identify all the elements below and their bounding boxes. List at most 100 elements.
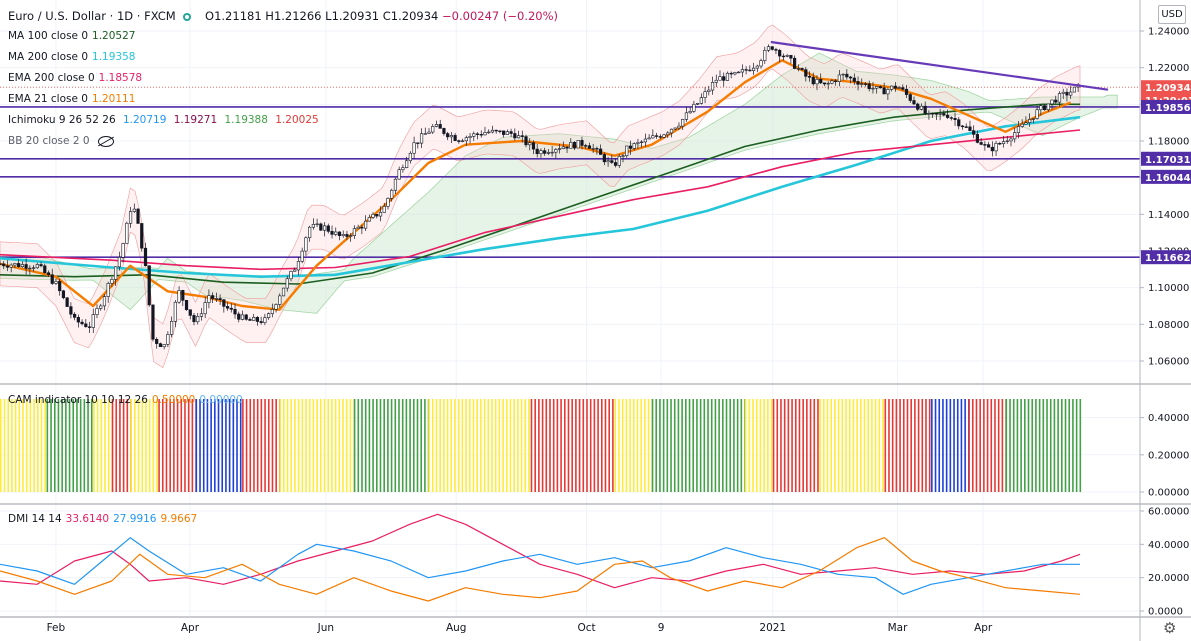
cam-bar <box>1049 399 1052 492</box>
candle-body <box>1039 105 1043 111</box>
candle-body <box>237 313 241 320</box>
cam-bar <box>597 399 599 492</box>
cam-bar <box>696 399 698 492</box>
cam-bar <box>3 399 6 492</box>
candle-body <box>1028 119 1032 123</box>
candle-body <box>796 68 800 70</box>
candle-body <box>699 97 703 104</box>
legend-ema200[interactable]: EMA 200 close 0 1.18578 <box>8 71 146 85</box>
cam-bar <box>863 399 866 492</box>
candle-body <box>39 264 43 267</box>
x-tick-label: Oct <box>577 622 595 634</box>
cam-bar <box>472 399 475 492</box>
candle-body <box>1069 91 1073 96</box>
symbol-title[interactable]: Euro / U.S. Dollar · 1D · FXCM <box>8 9 176 23</box>
legend-bb[interactable]: BB 20 close 2 0 <box>8 134 118 148</box>
legend-label: CAM indicator 10 10 12 26 <box>8 394 148 406</box>
cam-bar <box>979 399 981 492</box>
cam-bar <box>725 399 728 492</box>
cam-bar <box>338 399 341 492</box>
candle-body <box>763 49 767 61</box>
candle-body <box>643 138 647 143</box>
cam-bar <box>759 399 762 492</box>
cam-bar <box>931 399 933 492</box>
trendline[interactable] <box>770 40 1109 91</box>
candle-body <box>919 105 924 110</box>
candle-body <box>117 257 121 268</box>
candle-body <box>1057 93 1062 103</box>
currency-button[interactable]: USD <box>1158 5 1186 24</box>
cam-bar <box>560 399 562 492</box>
cam-bar <box>228 399 231 492</box>
cam-bar <box>446 399 449 492</box>
candle-body <box>248 319 252 321</box>
candle-body <box>125 222 129 244</box>
cam-bar <box>621 399 624 492</box>
candle-body <box>345 234 349 237</box>
legend-ema21[interactable]: EMA 21 close 0 1.20111 <box>8 92 139 106</box>
y-tick-label: 1.06000 <box>1148 357 1189 368</box>
candle-body <box>43 265 47 274</box>
candle-body <box>897 87 901 89</box>
price-badge-label: 1.19856 <box>1145 103 1191 114</box>
cam-bar <box>878 399 881 492</box>
candle-body <box>987 144 991 148</box>
cam-bar <box>736 399 739 492</box>
cam-bar <box>450 399 453 492</box>
candle-body <box>584 145 588 147</box>
candle-body <box>50 274 54 284</box>
legend-ma200[interactable]: MA 200 close 0 1.19358 <box>8 50 139 64</box>
candle-body <box>576 140 580 149</box>
cam-bar <box>806 399 808 492</box>
cam-bar <box>18 399 21 492</box>
cam-bar <box>294 399 296 492</box>
candle-body <box>1005 140 1009 142</box>
ohlc-high: H1.21266 <box>265 9 322 23</box>
cam-bar <box>934 399 937 492</box>
price-badge-label: 1.16044 <box>1145 173 1191 184</box>
cam-bar <box>841 399 844 492</box>
legend-dmi[interactable]: DMI 14 14 33.6140 27.9916 9.9667 <box>8 512 201 526</box>
hidden-eye-icon[interactable] <box>97 135 114 147</box>
cam-bar <box>130 399 132 492</box>
candle-body <box>651 135 655 139</box>
cam-bar <box>104 399 106 492</box>
legend-cam[interactable]: CAM indicator 10 10 12 26 0.50000 0.00000 <box>8 393 247 407</box>
candle-body <box>528 142 532 146</box>
cam-bar <box>312 399 315 492</box>
candle-body <box>475 133 480 135</box>
cam-bar <box>729 399 732 492</box>
cam-bar <box>87 399 89 492</box>
gear-icon[interactable]: ⚙ <box>1163 619 1177 637</box>
line-ema-21 <box>0 59 1072 311</box>
cam-bar <box>956 399 959 492</box>
cam-bar <box>353 399 356 492</box>
candle-body <box>554 149 558 153</box>
candle-body <box>524 136 528 146</box>
cam-bar <box>409 399 411 492</box>
legend-ma100[interactable]: MA 100 close 0 1.20527 <box>8 29 139 43</box>
y-tick-label: 1.08000 <box>1148 320 1189 331</box>
legend-ichimoku[interactable]: Ichimoku 9 26 52 26 1.20719 1.19271 1.19… <box>8 113 323 127</box>
candle-body <box>0 263 2 265</box>
candle-body <box>1024 122 1028 125</box>
candle-body <box>557 148 562 150</box>
candle-body <box>722 76 726 81</box>
cam-bar <box>848 399 851 492</box>
x-tick-label: 9 <box>658 622 665 634</box>
dmi-series-0 <box>0 513 1081 589</box>
cam-bar <box>1016 399 1019 492</box>
price-axis[interactable]: 1.240001.220001.200001.180001.160001.140… <box>1140 27 1189 618</box>
candle-body <box>76 317 80 323</box>
cam-bar <box>1053 399 1056 492</box>
candle-body <box>199 313 204 317</box>
cam-indicator-bars <box>0 399 1082 492</box>
cam-bar <box>435 399 438 492</box>
cam-bar <box>239 399 242 492</box>
candle-body <box>337 231 342 236</box>
cam-bar <box>428 399 430 492</box>
time-axis[interactable]: Feb Apr Jun Aug Oct 9 2021 Mar Apr <box>47 622 993 634</box>
candle-body <box>349 235 353 237</box>
